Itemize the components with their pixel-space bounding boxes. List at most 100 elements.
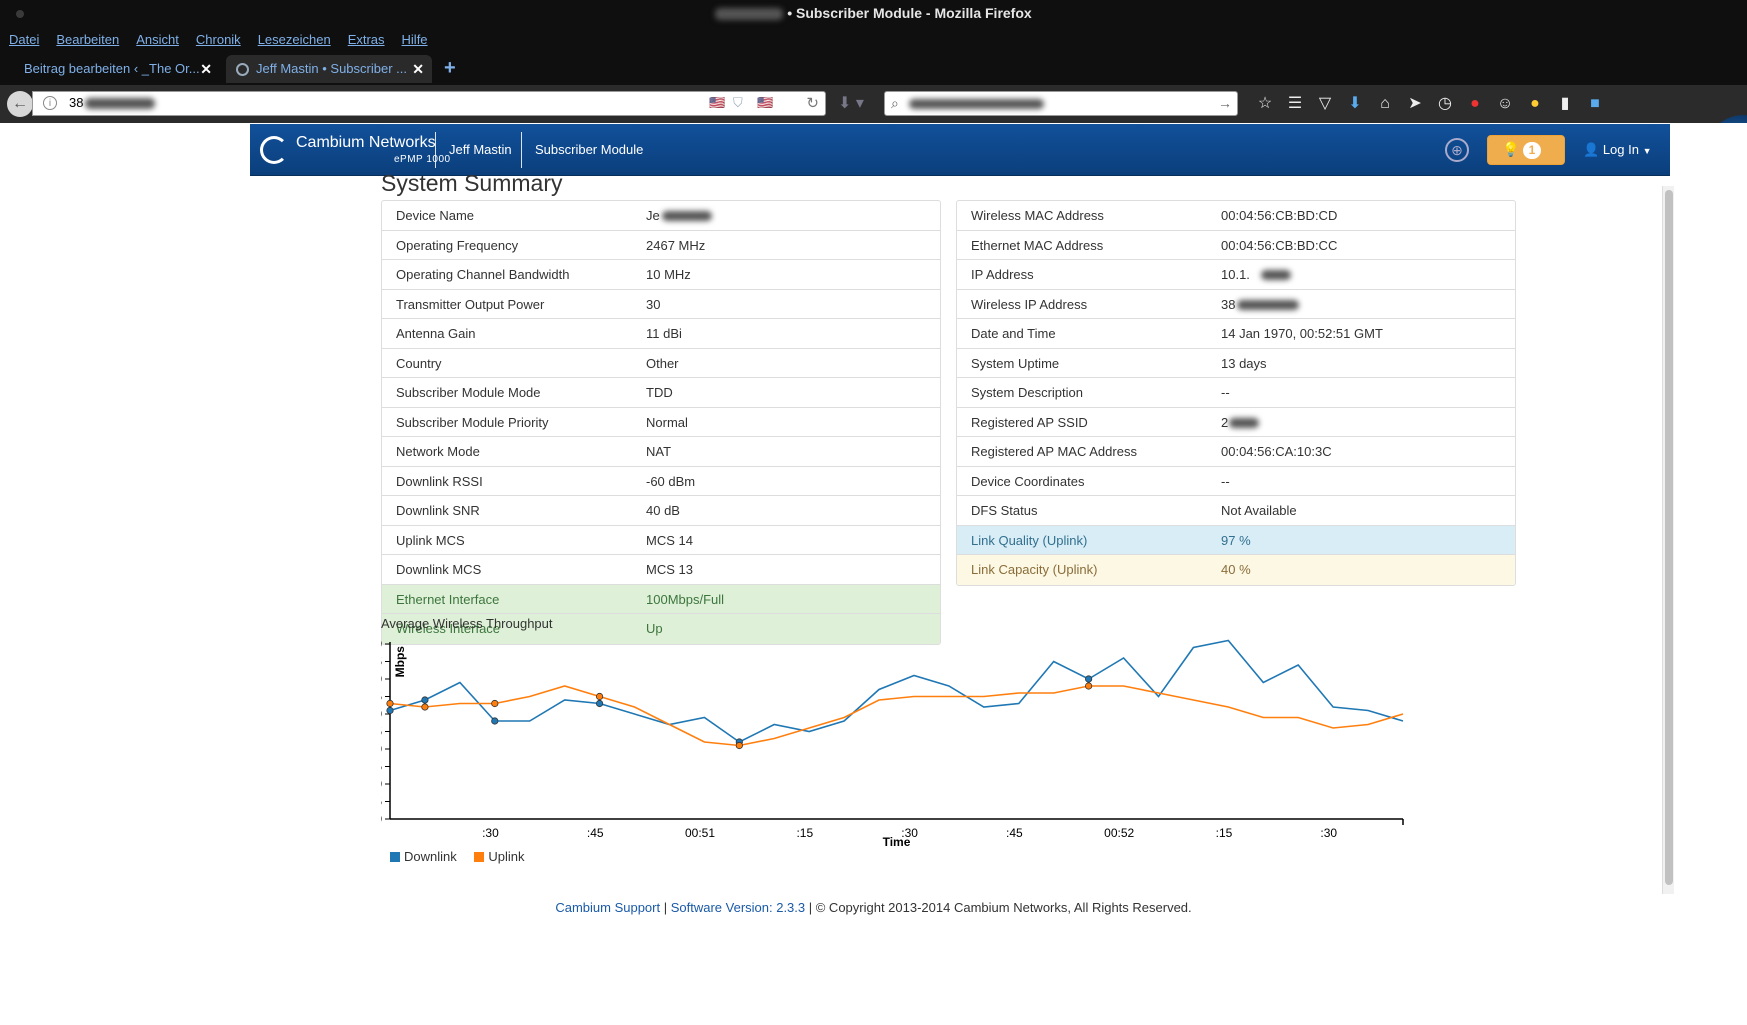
y-tick-label: 0.35	[381, 690, 382, 704]
chat-icon[interactable]: ■	[1590, 95, 1600, 112]
nav-device-name[interactable]: Jeff Mastin	[449, 142, 512, 157]
globe-icon[interactable]: ⊕	[1445, 138, 1469, 162]
smiley-icon[interactable]: ☺	[1496, 95, 1514, 112]
legend-item-uplink[interactable]: Uplink	[474, 849, 525, 864]
page-title: System Summary	[381, 170, 563, 196]
data-point-uplink	[386, 699, 394, 708]
menu-chronik[interactable]: Chronik	[195, 32, 241, 47]
tab-bar: Beitrag bearbeiten ‹ _The Or... ✕ Jeff M…	[0, 52, 1747, 85]
menu-datei[interactable]: Datei	[9, 32, 40, 47]
clipboard-icon[interactable]: ▮	[1560, 95, 1570, 112]
send-icon[interactable]: ➤	[1408, 95, 1422, 112]
summary-row: Device Name Je	[382, 201, 940, 231]
summary-label: Subscriber Module Mode	[396, 385, 541, 400]
summary-label: Ethernet MAC Address	[971, 237, 1104, 253]
summary-row: Country Other	[382, 349, 940, 378]
addon-icon[interactable]: ●	[1530, 95, 1540, 112]
cambium-logo[interactable]: Cambium Networks ePMP 1000	[260, 130, 450, 170]
y-tick-label: 0.05	[381, 795, 382, 809]
window-close-dot[interactable]	[16, 10, 24, 18]
y-axis-label: Mbps	[393, 646, 407, 678]
new-tab-icon[interactable]: +	[444, 57, 456, 79]
throughput-chart: 0.00 0.05 0.10 0.15 0.20 0.25 0.30 0.35 0.40 0.45…	[381, 637, 1404, 849]
software-version-link[interactable]: Software Version: 2.3.3	[670, 900, 806, 915]
downloads-icon[interactable]: ⬇	[1348, 95, 1362, 112]
summary-label: Ethernet Interface	[396, 591, 500, 607]
page-scrollbar[interactable]	[1662, 186, 1674, 894]
summary-value: 00:04:56:CA:10:3C	[1221, 444, 1332, 459]
summary-label: Registered AP SSID	[971, 414, 1088, 430]
header-navbar: Cambium Networks ePMP 1000 Jeff Mastin S…	[250, 124, 1670, 176]
url-text: 38	[69, 95, 156, 110]
cambium-support-link[interactable]: Cambium Support	[555, 900, 661, 915]
y-tick-label: 0.20	[381, 742, 382, 756]
summary-value: 100Mbps/Full	[646, 591, 725, 607]
url-bar[interactable]: i 38 🇺🇸 ⛉ 🇺🇸 ↻	[32, 91, 826, 116]
back-arrow-icon[interactable]: ←	[7, 91, 33, 117]
nav-subscriber-module[interactable]: Subscriber Module	[535, 142, 644, 157]
x-tick-label: :45	[587, 826, 604, 840]
login-label: Log In	[1602, 142, 1639, 157]
summary-label: Downlink SNR	[396, 503, 480, 518]
summary-label: Antenna Gain	[396, 326, 476, 341]
page-content: Cambium Networks ePMP 1000 Jeff Mastin S…	[0, 123, 1747, 1025]
summary-row: System Uptime 13 days	[957, 349, 1515, 378]
home-icon[interactable]: ⌂	[1380, 95, 1390, 112]
search-input[interactable]: ⌕ →	[884, 91, 1238, 116]
login-button[interactable]: 👤 Log In ▼	[1583, 124, 1652, 176]
summary-row: Subscriber Module Priority Normal	[382, 408, 940, 437]
bookmark-star-icon[interactable]: ☆	[1257, 95, 1273, 112]
history-icon[interactable]: ◷	[1438, 95, 1452, 112]
summary-label: Link Quality (Uplink)	[971, 532, 1088, 548]
y-tick-label: 0.30	[381, 707, 382, 721]
alerts-button[interactable]: 💡 1	[1487, 135, 1565, 165]
x-tick-label: :15	[1216, 826, 1233, 840]
tab-beitrag[interactable]: Beitrag bearbeiten ‹ _The Or... ✕	[2, 55, 220, 83]
x-axis-label: Time	[883, 835, 911, 849]
menu-hilfe[interactable]: Hilfe	[401, 32, 428, 47]
close-icon[interactable]: ✕	[200, 61, 212, 77]
adblock-icon[interactable]: ●	[1470, 95, 1480, 112]
menu-extras[interactable]: Extras	[347, 32, 385, 47]
caret-down-icon: ▼	[1642, 146, 1652, 156]
summary-value: 2467 MHz	[646, 237, 706, 253]
summary-row: Uplink MCS MCS 14	[382, 526, 940, 555]
series-line-downlink	[389, 639, 1404, 743]
summary-row: Downlink RSSI -60 dBm	[382, 467, 940, 496]
info-icon[interactable]: i	[43, 96, 57, 110]
series-line-uplink	[389, 685, 1404, 747]
go-arrow-icon[interactable]: →	[1218, 95, 1232, 111]
summary-row: Wireless IP Address 38	[957, 290, 1515, 319]
flag-icon: 🇺🇸	[709, 95, 726, 110]
search-icon: ⌕	[891, 95, 899, 111]
cambium-swirl-icon	[260, 136, 288, 164]
summary-value: Normal	[646, 414, 688, 430]
data-point-downlink	[595, 699, 604, 708]
data-point-uplink	[421, 703, 429, 711]
summary-label: Date and Time	[971, 326, 1056, 341]
menu-ansicht[interactable]: Ansicht	[136, 32, 179, 47]
summary-row: Ethernet Interface 100Mbps/Full	[382, 584, 940, 614]
download-arrow-icon[interactable]: ⬇ ▾	[838, 95, 864, 112]
summary-row: Transmitter Output Power 30	[382, 290, 940, 319]
redacted-value	[662, 211, 712, 221]
navigation-toolbar: ← i 38 🇺🇸 ⛉ 🇺🇸 ↻ ⬇ ▾ ⌕ → ☆ ☰ ▽ ⬇ ⌂ ➤ ◷ ● ☺ ● ▮ ■	[0, 85, 1747, 195]
summary-value: -60 dBm	[646, 473, 696, 489]
tab-subscriber[interactable]: Jeff Mastin • Subscriber ... ✕	[226, 55, 432, 83]
summary-value: Not Available	[1221, 503, 1297, 518]
legend-item-downlink[interactable]: Downlink	[390, 849, 457, 864]
scrollbar-thumb[interactable]	[1665, 190, 1673, 885]
close-icon[interactable]: ✕	[412, 61, 424, 77]
summary-row: Operating Channel Bandwidth 10 MHz	[382, 260, 940, 290]
redacted-url	[85, 98, 156, 110]
data-point-uplink	[491, 699, 499, 708]
x-tick-label: :30	[482, 826, 499, 840]
reading-list-icon[interactable]: ☰	[1287, 95, 1303, 112]
summary-value: 97 %	[1221, 532, 1251, 548]
menu-bearbeiten[interactable]: Bearbeiten	[56, 32, 120, 47]
menu-lesezeichen[interactable]: Lesezeichen	[257, 32, 331, 47]
user-icon: 👤	[1583, 142, 1600, 157]
reload-icon[interactable]: ↻	[806, 95, 819, 112]
pocket-icon[interactable]: ▽	[1318, 95, 1332, 112]
data-point-downlink	[1085, 675, 1093, 683]
